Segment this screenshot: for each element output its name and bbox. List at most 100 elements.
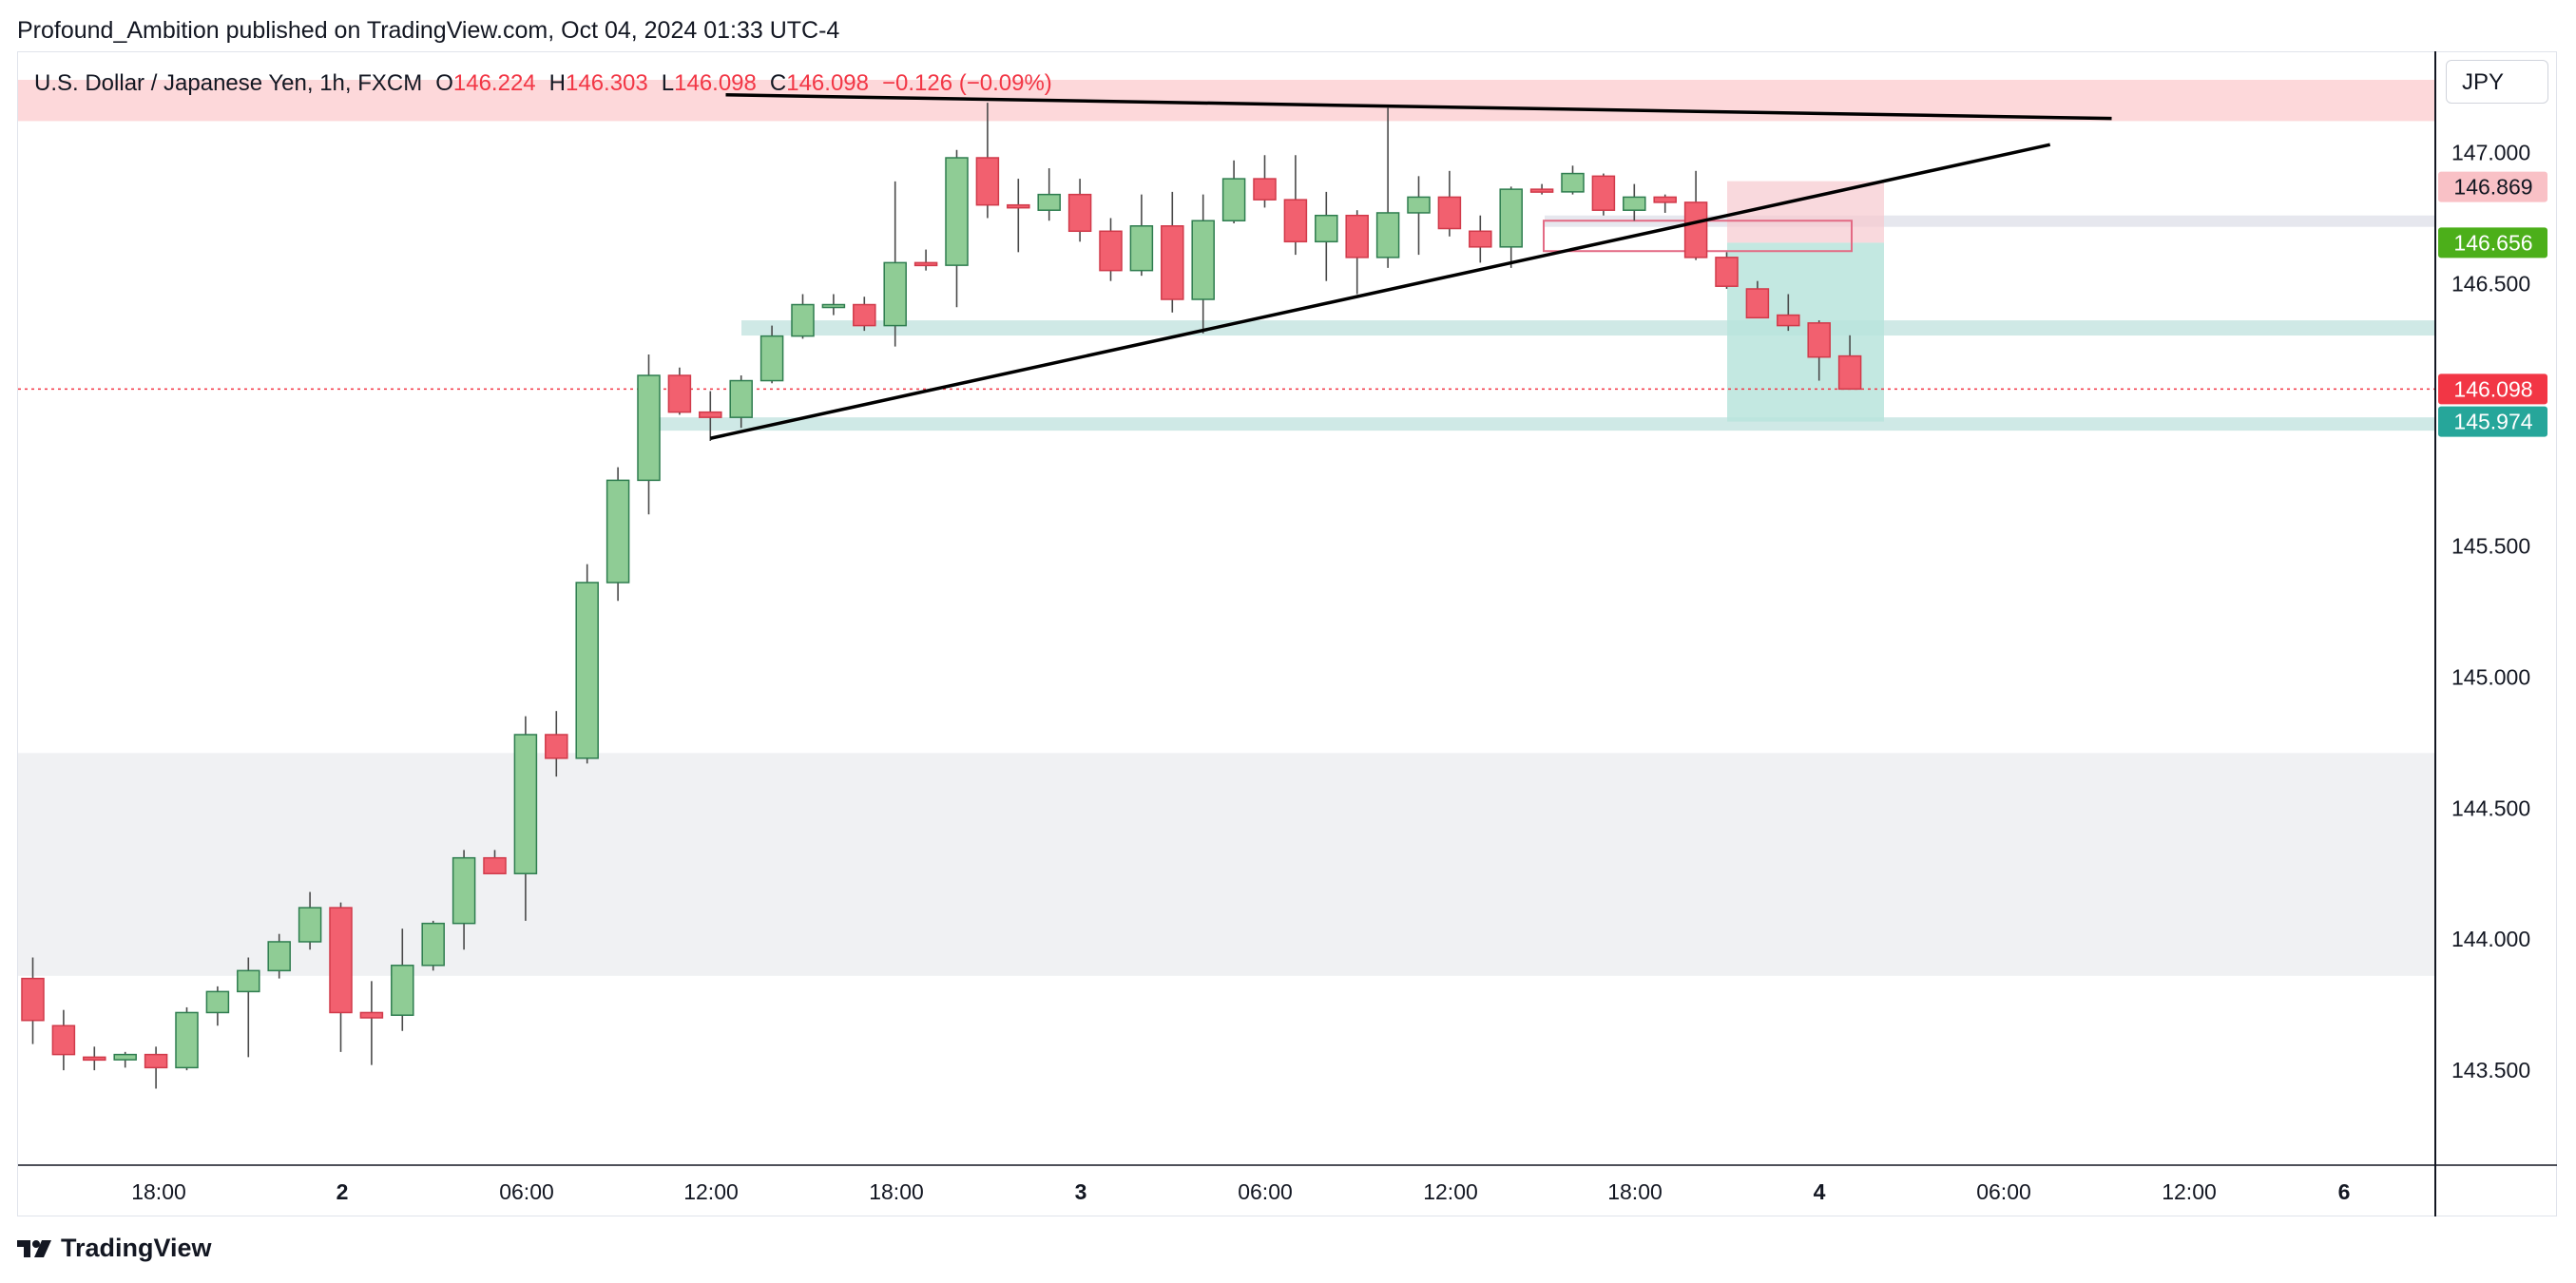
candle-body-down (1715, 257, 1739, 287)
price-label-text: 146.656 (2453, 230, 2532, 255)
candle-body-down (1253, 178, 1277, 201)
chart-frame[interactable] (17, 51, 2557, 1216)
legend-high-label: H (548, 70, 566, 96)
candle-body-down (1683, 201, 1708, 259)
candle (1067, 179, 1092, 242)
x-tick-label: 2 (336, 1179, 349, 1204)
x-tick-label: 06:00 (499, 1179, 554, 1204)
candle-body-down (1161, 225, 1184, 300)
publisher-line: Profound_Ambition published on TradingVi… (17, 17, 840, 44)
candle-body-up (391, 965, 414, 1016)
candle-body-up (637, 374, 661, 482)
candle-body-up (759, 335, 784, 382)
candle (1129, 194, 1154, 277)
legend-close-label: C (769, 70, 787, 96)
price-label-last: 146.098 (2438, 373, 2547, 405)
candle (853, 297, 876, 332)
candle (1375, 107, 1400, 268)
candle-body-up (945, 157, 969, 266)
price-label-entry: 146.656 (2438, 227, 2547, 259)
candle (267, 933, 291, 979)
chart-canvas[interactable]: 143.500 144.000 144.500 145.000 145.500 146.0… (0, 0, 2576, 1226)
candle (1007, 179, 1030, 253)
x-tick-label: 18:00 (869, 1179, 924, 1204)
tradingview-logo-text: TradingView (61, 1234, 212, 1262)
candle-body-up (1037, 193, 1061, 211)
level-band-lower (656, 417, 2435, 431)
price-label-text: 146.869 (2453, 175, 2532, 200)
candle (513, 716, 538, 921)
candle (1469, 215, 1492, 263)
support-trendline (709, 143, 2051, 440)
candle-body-up (883, 261, 907, 327)
candle-body-down (1529, 188, 1554, 193)
candle-body-down (483, 856, 507, 874)
candle-body-up (575, 582, 599, 759)
candle-body-down (975, 157, 1000, 206)
candle-body-down (1283, 199, 1308, 243)
candle (1253, 155, 1277, 208)
candle-body-up (1129, 225, 1154, 272)
candle-body-up (1375, 212, 1400, 259)
candle (1591, 173, 1616, 216)
candle (913, 249, 938, 271)
candle (1191, 194, 1215, 334)
candle-body-up (1315, 214, 1338, 243)
candle-body-up (421, 922, 445, 967)
candle-body-up (452, 856, 476, 925)
x-tick-label: 18:00 (1607, 1179, 1663, 1204)
candle (1623, 183, 1646, 221)
candle (1683, 170, 1708, 260)
legend-open-value: 146.224 (452, 70, 536, 96)
candle (1161, 191, 1184, 313)
candle (113, 1051, 137, 1068)
symbol-legend: U.S. Dollar / Japanese Yen, 1h, FXCM O146… (34, 70, 1052, 97)
y-tick-label: 145.500 (2451, 533, 2530, 558)
candle (1345, 210, 1369, 295)
candle-body-down (1745, 288, 1770, 319)
candle-body-down (1591, 175, 1616, 211)
y-tick-label: 146.500 (2451, 271, 2530, 296)
currency-button[interactable]: JPY (2446, 60, 2548, 104)
candle (1437, 170, 1462, 237)
candle (51, 1009, 76, 1071)
candle (359, 981, 384, 1065)
candle (667, 367, 692, 415)
candle (421, 920, 445, 971)
candle (1529, 183, 1554, 195)
x-tick-label: 6 (2338, 1179, 2351, 1204)
x-tick-label: 4 (1814, 1179, 1826, 1204)
tradingview-logo[interactable]: TradingView (17, 1234, 212, 1263)
candle (1715, 252, 1739, 289)
x-tick-label: 12:00 (2162, 1179, 2217, 1204)
candle-body-down (329, 907, 353, 1014)
candle-body-up (513, 734, 538, 874)
legend-low-label: L (661, 70, 675, 96)
position-reward-area (1727, 242, 1884, 422)
candle-body-up (1499, 188, 1523, 248)
price-label-target: 145.974 (2438, 406, 2547, 437)
candle-body-up (237, 969, 260, 993)
candle-body-down (1437, 196, 1462, 230)
candle-body-down (1837, 354, 1862, 391)
candle-body-up (1623, 196, 1646, 211)
y-tick-label: 144.000 (2451, 927, 2530, 951)
candle-body-down (144, 1053, 168, 1069)
price-label-text: 146.098 (2453, 376, 2532, 401)
candle-body-up (1221, 178, 1246, 221)
candle (1561, 165, 1585, 195)
candle (483, 850, 507, 874)
candle-body-down (1469, 230, 1492, 248)
candle (975, 103, 1000, 219)
price-label-bg (2438, 227, 2547, 259)
candle (791, 294, 815, 339)
x-tick-label: 06:00 (1238, 1179, 1293, 1204)
candle-body-down (359, 1011, 384, 1019)
candle-body-up (175, 1011, 199, 1069)
resistance-trendline (725, 93, 2112, 121)
candle-body-down (21, 977, 45, 1022)
candle (883, 181, 907, 347)
candle-body-up (1407, 196, 1431, 214)
candle (1407, 176, 1431, 256)
candle (1037, 168, 1061, 221)
